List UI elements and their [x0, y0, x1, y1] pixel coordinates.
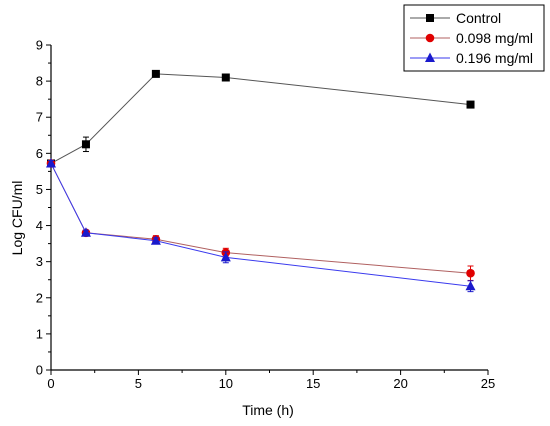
- x-tick-label: 0: [47, 376, 54, 391]
- data-point: [465, 280, 476, 291]
- data-point: [466, 268, 475, 278]
- y-tick-label: 8: [36, 74, 43, 89]
- legend-marker: [425, 52, 435, 62]
- x-tick-label: 10: [219, 376, 233, 391]
- data-point: [46, 157, 56, 168]
- x-tick-label: 15: [306, 376, 320, 391]
- data-point: [80, 227, 91, 237]
- x-axis-label: Time (h): [242, 402, 294, 418]
- series-line: [50, 73, 471, 164]
- y-tick-label: 3: [36, 254, 43, 269]
- legend-label: Control: [456, 10, 501, 26]
- axes: 0 5 10 15 20 25 0 1 2 3 4 5 6 7 8 9: [36, 38, 495, 392]
- y-axis-label: Log CFU/ml: [9, 181, 25, 256]
- legend: Control 0.098 mg/ml 0.196 mg/ml: [403, 4, 545, 72]
- y-tick-label: 7: [36, 110, 43, 125]
- series-line: [50, 163, 471, 274]
- y-tick-label: 1: [36, 326, 43, 341]
- data-point: [150, 235, 161, 245]
- x-tick-label: 20: [393, 376, 407, 391]
- y-tick-label: 5: [36, 182, 43, 197]
- y-tick-label: 9: [36, 38, 43, 53]
- y-tick-label: 6: [36, 146, 43, 161]
- series-1: [46, 159, 475, 281]
- y-tick-label: 2: [36, 290, 43, 305]
- legend-marker: [426, 14, 434, 22]
- x-tick-label: 5: [135, 376, 142, 391]
- x-tick-label: 25: [481, 376, 495, 391]
- data-point: [220, 251, 231, 262]
- legend-label: 0.098 mg/ml: [456, 30, 533, 46]
- data-point: [81, 140, 90, 149]
- series-0: [47, 69, 475, 168]
- y-tick-label: 4: [36, 218, 43, 233]
- data-point: [221, 73, 230, 82]
- y-tick-label: 0: [36, 363, 43, 378]
- data-point: [466, 100, 475, 109]
- series-2: [46, 157, 476, 293]
- series-layer: [46, 69, 476, 293]
- legend-marker: [425, 33, 435, 43]
- data-point: [151, 69, 160, 78]
- legend-label: 0.196 mg/ml: [456, 50, 533, 66]
